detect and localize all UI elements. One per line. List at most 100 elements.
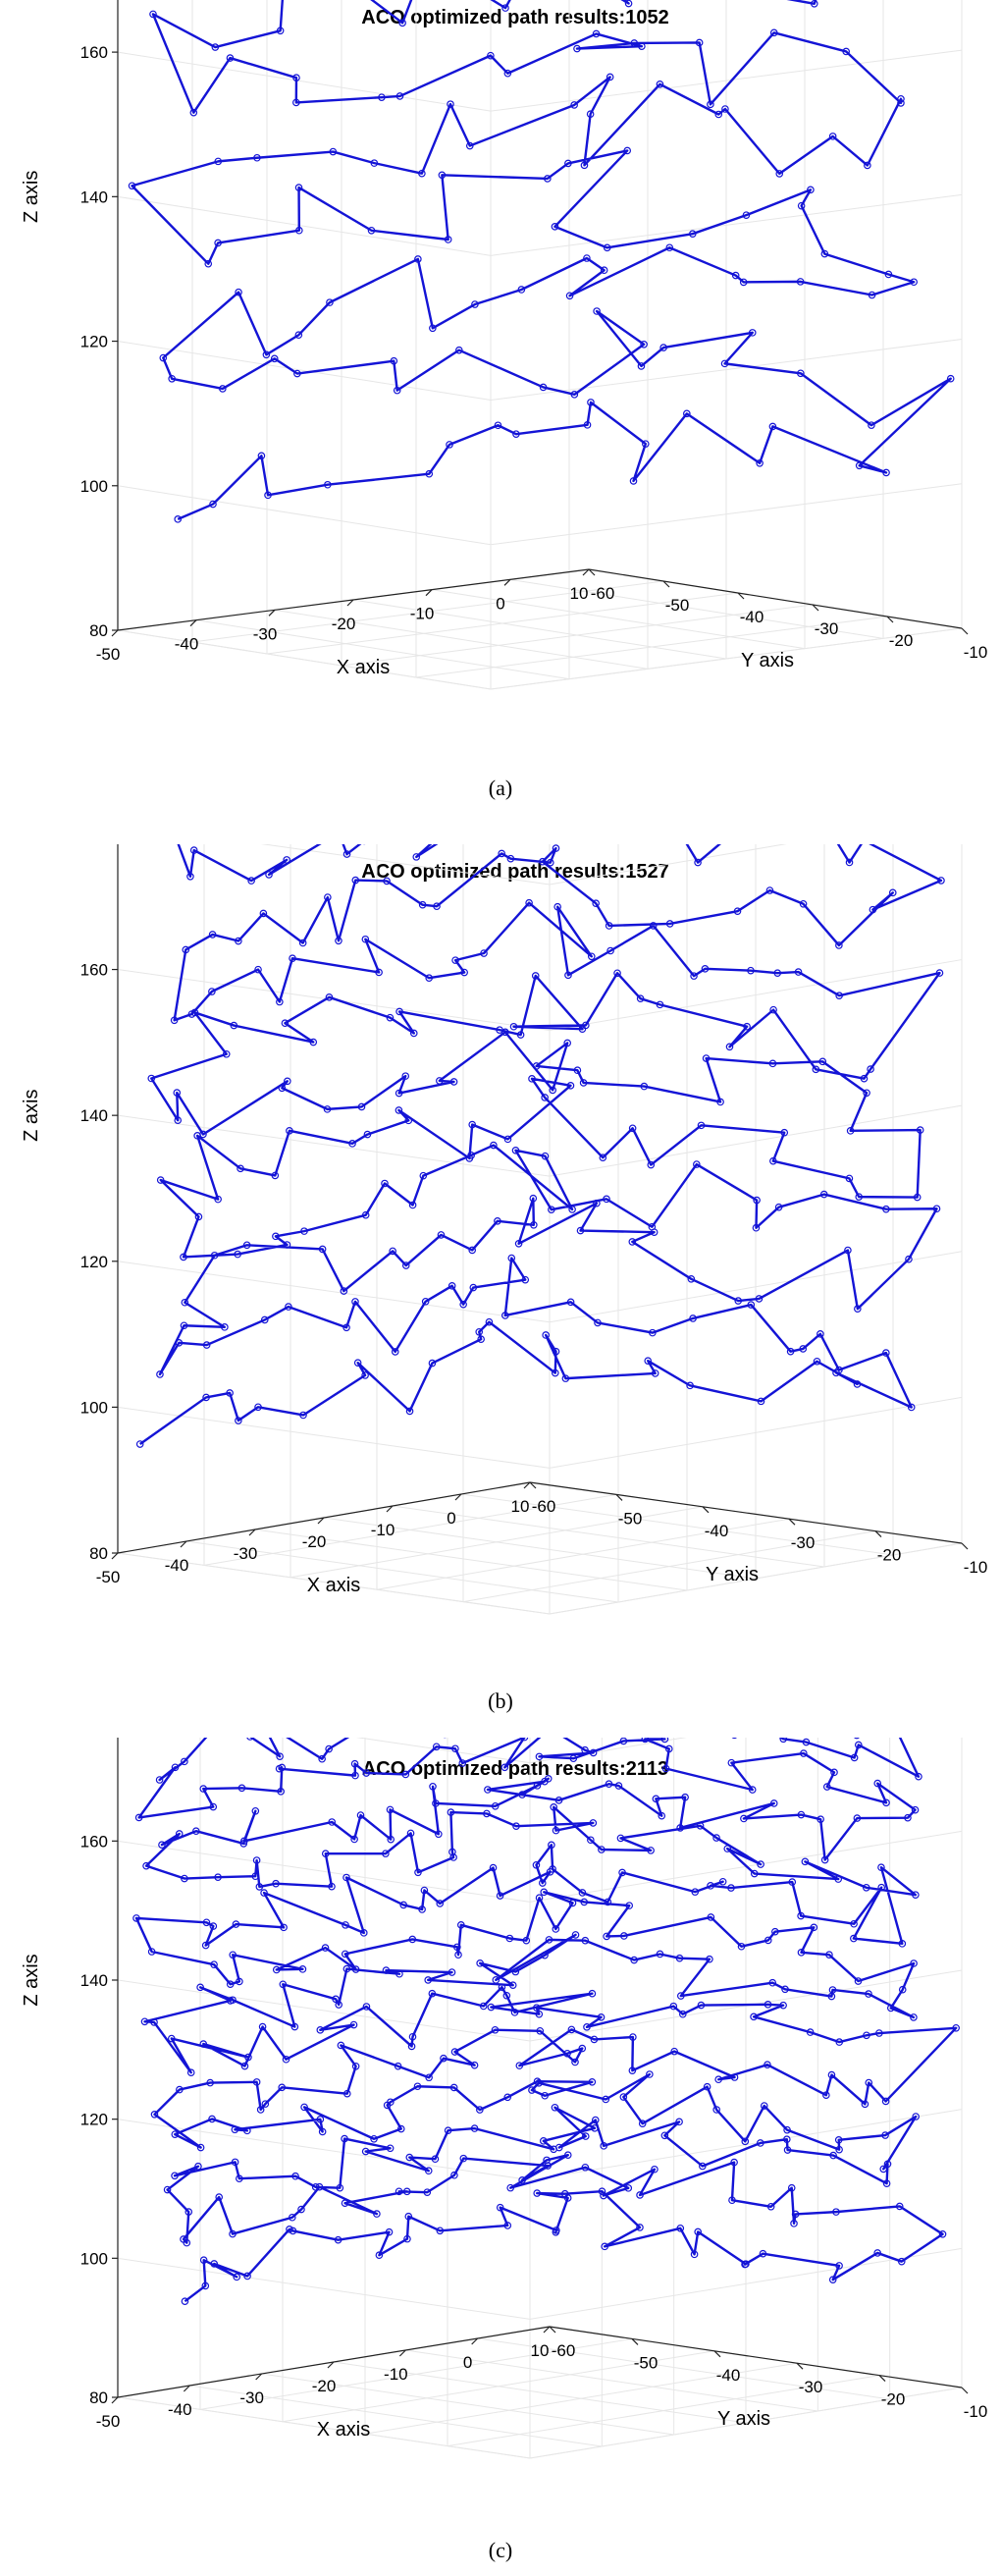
chart-c-svg: ACO optimized path results:2113 -50 -40 -3… <box>21 1738 988 2459</box>
path-node <box>877 1883 886 1892</box>
path-node <box>420 1886 429 1895</box>
grid-line <box>117 483 963 546</box>
path-node <box>402 2187 411 2196</box>
path-node <box>208 931 217 939</box>
path-node <box>783 2146 792 2154</box>
path-node <box>549 1086 556 1095</box>
y-tick-label: -20 <box>889 631 914 650</box>
path-node <box>459 1300 467 1309</box>
grid-line <box>490 627 963 690</box>
z-tick-label: 100 <box>80 1398 108 1417</box>
grid-line <box>290 1506 704 1579</box>
y-tick <box>549 2326 556 2334</box>
path-node <box>357 1102 366 1111</box>
path-node <box>613 969 621 978</box>
path-node <box>570 101 578 109</box>
path-node <box>554 1797 563 1804</box>
path-node <box>180 1253 187 1261</box>
path-node <box>272 1879 280 1888</box>
path-node <box>215 2193 224 2201</box>
path-node <box>418 169 426 178</box>
path-node <box>541 1094 549 1101</box>
path-node <box>740 1814 748 1823</box>
path-node <box>209 500 217 509</box>
path-node <box>196 2143 205 2152</box>
x-tick <box>111 1552 119 1560</box>
path-node <box>450 2048 459 2056</box>
x-tick-label: -10 <box>410 605 435 623</box>
path-node <box>297 2205 305 2214</box>
path-node <box>485 1317 494 1326</box>
path-node <box>393 386 401 395</box>
path-node <box>897 94 905 103</box>
x-tick <box>346 599 354 607</box>
path-node <box>226 1980 235 1988</box>
path-node <box>386 1805 395 1814</box>
y-axis-label: Y axis <box>741 650 794 671</box>
path-node <box>455 346 463 354</box>
path-node <box>229 1996 237 2005</box>
path-node <box>194 2162 202 2171</box>
path-node <box>552 2228 560 2236</box>
path-node <box>602 2095 610 2104</box>
path-node <box>470 2124 479 2132</box>
path-node <box>541 2091 549 2100</box>
path-node <box>135 1440 144 1448</box>
path-node <box>819 1190 828 1199</box>
y-tick-label: -50 <box>618 1509 643 1528</box>
path-node <box>678 2010 687 2018</box>
path-node <box>181 1874 188 1883</box>
path-node <box>731 1738 738 1740</box>
path-node <box>396 2124 405 2133</box>
path-node <box>883 2160 892 2169</box>
grid-line <box>117 629 492 690</box>
path-node <box>707 100 714 109</box>
path-node <box>681 1793 689 1801</box>
path-node <box>350 1759 359 1768</box>
grid-line <box>274 609 649 670</box>
path-node <box>797 1911 805 1920</box>
path-node <box>835 941 843 949</box>
path-node <box>210 1251 219 1260</box>
path-node <box>174 1116 183 1125</box>
path-node <box>835 2262 843 2270</box>
path-node <box>332 1995 340 2004</box>
path-node <box>869 905 877 914</box>
x-axis-label: X axis <box>337 657 390 678</box>
grid-line <box>254 1529 688 1591</box>
path-node <box>640 340 648 349</box>
path-node <box>895 2202 904 2211</box>
path-node <box>706 1955 713 1963</box>
grid-line <box>195 619 570 680</box>
path-node <box>587 952 596 961</box>
path-node <box>334 2235 342 2244</box>
x-tick <box>317 1517 325 1525</box>
path-node <box>201 2281 210 2290</box>
path-node <box>476 1959 484 1967</box>
path-node <box>437 1231 446 1239</box>
grid-line <box>117 1396 963 1469</box>
path-node <box>315 2182 324 2191</box>
path-node <box>593 1199 601 1208</box>
x-tick <box>248 1529 256 1536</box>
path-node <box>342 1873 350 1882</box>
path-node <box>244 2053 252 2062</box>
y-tick-label: -40 <box>705 1522 729 1540</box>
path-node <box>658 1811 666 1820</box>
path-node <box>775 170 784 178</box>
path-node <box>864 161 871 170</box>
path-node <box>375 968 383 977</box>
path-node <box>351 2062 360 2070</box>
path-node <box>214 1195 222 1204</box>
path-node <box>351 876 360 885</box>
path-node <box>810 0 818 8</box>
y-tick <box>886 616 894 623</box>
grid-line <box>189 2385 603 2447</box>
grid-line <box>266 592 739 655</box>
path-node <box>707 1913 715 1921</box>
path-node <box>757 1860 764 1868</box>
path-node <box>449 1853 457 1861</box>
path-node <box>547 858 554 867</box>
path-node <box>324 480 332 489</box>
y-tick-label: -10 <box>964 2402 988 2421</box>
